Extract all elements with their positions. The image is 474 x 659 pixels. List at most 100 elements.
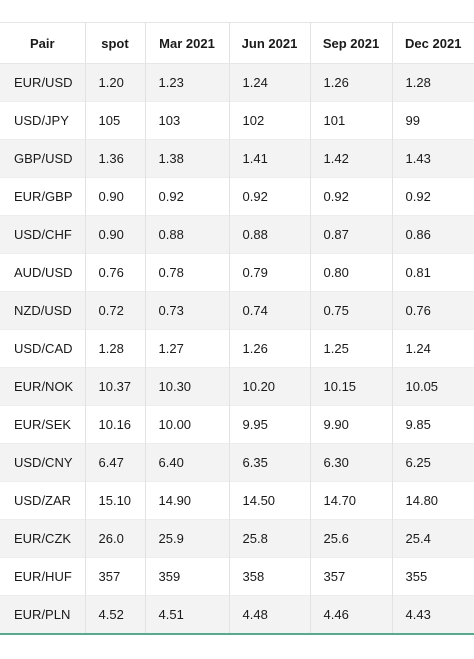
sep-2021-cell: 4.46: [310, 595, 393, 634]
table-row: NZD/USD 0.72 0.73 0.74 0.75 0.76: [0, 291, 474, 330]
spot-cell: 10.16: [85, 405, 146, 444]
spot-cell: 0.90: [85, 215, 146, 254]
dec-2021-cell: 9.85: [392, 405, 474, 444]
sep-2021-cell: 0.80: [310, 253, 393, 292]
pair-cell: EUR/PLN: [0, 595, 86, 634]
jun-2021-cell: 1.41: [229, 139, 311, 178]
mar-2021-cell: 1.23: [145, 63, 230, 102]
dec-2021-cell: 1.43: [392, 139, 474, 178]
table-row: USD/ZAR 15.10 14.90 14.50 14.70 14.80: [0, 481, 474, 520]
mar-2021-cell: 0.73: [145, 291, 230, 330]
dec-2021-cell: 0.92: [392, 177, 474, 216]
sep-2021-cell: 357: [310, 557, 393, 596]
jun-2021-cell: 1.24: [229, 63, 311, 102]
sep-2021-cell: 0.92: [310, 177, 393, 216]
mar-2021-cell: 0.92: [145, 177, 230, 216]
table-row: USD/JPY 105 103 102 101 99: [0, 101, 474, 140]
sep-2021-cell: 0.87: [310, 215, 393, 254]
spot-cell: 0.72: [85, 291, 146, 330]
table-row: GBP/USD 1.36 1.38 1.41 1.42 1.43: [0, 139, 474, 178]
table-row: USD/CNY 6.47 6.40 6.35 6.30 6.25: [0, 443, 474, 482]
pair-cell: AUD/USD: [0, 253, 86, 292]
jun-2021-cell: 0.74: [229, 291, 311, 330]
spot-cell: 26.0: [85, 519, 146, 558]
dec-2021-cell: 10.05: [392, 367, 474, 406]
jun-2021-cell: 6.35: [229, 443, 311, 482]
table-row: EUR/SEK 10.16 10.00 9.95 9.90 9.85: [0, 405, 474, 444]
pair-cell: NZD/USD: [0, 291, 86, 330]
table-row: EUR/PLN 4.52 4.51 4.48 4.46 4.43: [0, 595, 474, 634]
column-header-jun-2021: Jun 2021: [229, 22, 311, 64]
header-row: Pair spot Mar 2021 Jun 2021 Sep 2021 Dec…: [0, 22, 474, 64]
jun-2021-cell: 14.50: [229, 481, 311, 520]
pair-cell: EUR/CZK: [0, 519, 86, 558]
mar-2021-cell: 1.27: [145, 329, 230, 368]
column-header-pair: Pair: [0, 22, 86, 64]
dec-2021-cell: 14.80: [392, 481, 474, 520]
dec-2021-cell: 1.24: [392, 329, 474, 368]
table-row: EUR/GBP 0.90 0.92 0.92 0.92 0.92: [0, 177, 474, 216]
column-header-sep-2021: Sep 2021: [310, 22, 393, 64]
jun-2021-cell: 25.8: [229, 519, 311, 558]
spot-cell: 1.28: [85, 329, 146, 368]
pair-cell: EUR/HUF: [0, 557, 86, 596]
table-row: EUR/CZK 26.0 25.9 25.8 25.6 25.4: [0, 519, 474, 558]
table-row: EUR/HUF 357 359 358 357 355: [0, 557, 474, 596]
jun-2021-cell: 4.48: [229, 595, 311, 634]
mar-2021-cell: 6.40: [145, 443, 230, 482]
jun-2021-cell: 358: [229, 557, 311, 596]
sep-2021-cell: 25.6: [310, 519, 393, 558]
spot-cell: 10.37: [85, 367, 146, 406]
dec-2021-cell: 6.25: [392, 443, 474, 482]
mar-2021-cell: 25.9: [145, 519, 230, 558]
dec-2021-cell: 25.4: [392, 519, 474, 558]
spot-cell: 1.20: [85, 63, 146, 102]
mar-2021-cell: 103: [145, 101, 230, 140]
sep-2021-cell: 101: [310, 101, 393, 140]
mar-2021-cell: 10.00: [145, 405, 230, 444]
mar-2021-cell: 359: [145, 557, 230, 596]
pair-cell: USD/JPY: [0, 101, 86, 140]
table-row: USD/CAD 1.28 1.27 1.26 1.25 1.24: [0, 329, 474, 368]
fx-forecast-table: Pair spot Mar 2021 Jun 2021 Sep 2021 Dec…: [0, 22, 474, 635]
jun-2021-cell: 0.79: [229, 253, 311, 292]
sep-2021-cell: 10.15: [310, 367, 393, 406]
dec-2021-cell: 0.81: [392, 253, 474, 292]
spot-cell: 6.47: [85, 443, 146, 482]
spot-cell: 15.10: [85, 481, 146, 520]
table-row: EUR/NOK 10.37 10.30 10.20 10.15 10.05: [0, 367, 474, 406]
sep-2021-cell: 14.70: [310, 481, 393, 520]
sep-2021-cell: 1.26: [310, 63, 393, 102]
pair-cell: EUR/SEK: [0, 405, 86, 444]
dec-2021-cell: 4.43: [392, 595, 474, 634]
jun-2021-cell: 0.88: [229, 215, 311, 254]
spot-cell: 0.76: [85, 253, 146, 292]
pair-cell: USD/CNY: [0, 443, 86, 482]
jun-2021-cell: 0.92: [229, 177, 311, 216]
sep-2021-cell: 6.30: [310, 443, 393, 482]
dec-2021-cell: 99: [392, 101, 474, 140]
sep-2021-cell: 9.90: [310, 405, 393, 444]
spot-cell: 105: [85, 101, 146, 140]
mar-2021-cell: 14.90: [145, 481, 230, 520]
jun-2021-cell: 9.95: [229, 405, 311, 444]
mar-2021-cell: 4.51: [145, 595, 230, 634]
mar-2021-cell: 0.88: [145, 215, 230, 254]
column-header-dec-2021: Dec 2021: [392, 22, 474, 64]
table-header: Pair spot Mar 2021 Jun 2021 Sep 2021 Dec…: [0, 22, 474, 64]
dec-2021-cell: 355: [392, 557, 474, 596]
sep-2021-cell: 1.25: [310, 329, 393, 368]
table-row: EUR/USD 1.20 1.23 1.24 1.26 1.28: [0, 63, 474, 102]
table-row: AUD/USD 0.76 0.78 0.79 0.80 0.81: [0, 253, 474, 292]
spot-cell: 4.52: [85, 595, 146, 634]
pair-cell: EUR/NOK: [0, 367, 86, 406]
pair-cell: EUR/USD: [0, 63, 86, 102]
table-body: EUR/USD 1.20 1.23 1.24 1.26 1.28 USD/JPY 105 103…: [0, 63, 474, 634]
spot-cell: 1.36: [85, 139, 146, 178]
jun-2021-cell: 1.26: [229, 329, 311, 368]
jun-2021-cell: 10.20: [229, 367, 311, 406]
pair-cell: USD/ZAR: [0, 481, 86, 520]
mar-2021-cell: 0.78: [145, 253, 230, 292]
pair-cell: GBP/USD: [0, 139, 86, 178]
